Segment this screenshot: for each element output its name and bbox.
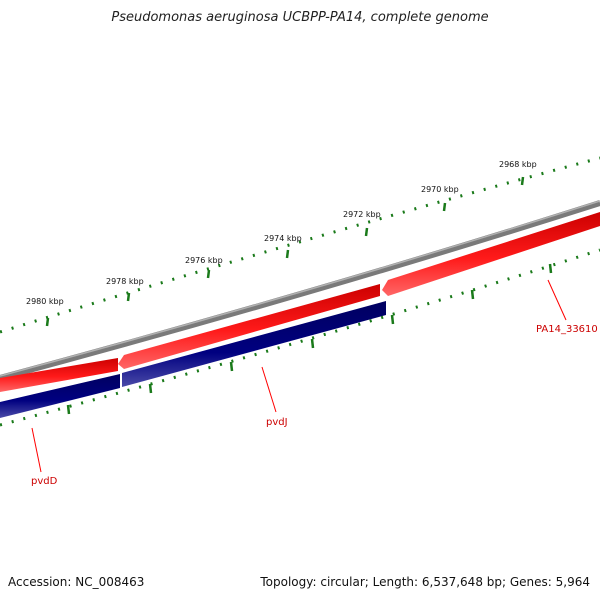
scale-labels: 2968 kbp 2970 kbp 2972 kbp 2974 kbp 2976… [26, 160, 537, 306]
gene-pvdJ-forward[interactable] [118, 284, 380, 369]
major-tick [148, 383, 153, 394]
feature-label[interactable]: pvdJ [266, 417, 288, 428]
gene-pvdD-reverse[interactable] [0, 374, 120, 418]
inner-major-ticks [66, 263, 553, 415]
major-tick [390, 314, 395, 325]
feature-label[interactable]: PA14_33610 [536, 324, 598, 335]
major-tick [470, 289, 475, 300]
genome-backbone [0, 200, 600, 381]
gene-pvdD-forward[interactable] [0, 358, 118, 392]
inner-scale-dots [0, 248, 600, 427]
backbone-highlight [0, 200, 600, 377]
major-tick [45, 317, 50, 327]
callout-line-pvdD [31, 427, 42, 473]
major-tick [548, 263, 553, 274]
scale-label: 2974 kbp [264, 234, 302, 243]
major-tick [66, 404, 71, 415]
major-tick [310, 338, 315, 349]
major-tick [126, 292, 131, 302]
feature-labels: PA14_33610 pvdJ pvdD [31, 324, 598, 487]
callout-line-PA14_33610 [547, 279, 567, 321]
accession-label: Accession: NC_008463 [8, 575, 145, 589]
outer-scale-ring [0, 156, 600, 334]
feature-callouts [31, 279, 567, 473]
inner-scale-ring [0, 248, 600, 427]
major-tick [520, 176, 525, 186]
major-tick [229, 361, 234, 372]
callout-line-pvdJ [261, 366, 277, 413]
scale-label: 2976 kbp [185, 256, 223, 265]
map-title: Pseudomonas aeruginosa UCBPP-PA14, compl… [111, 10, 489, 25]
scale-label: 2972 kbp [343, 210, 381, 219]
scale-label: 2980 kbp [26, 297, 64, 306]
gene-pvdJ-reverse[interactable] [122, 301, 386, 387]
major-tick [285, 249, 290, 259]
gene-PA14_33610[interactable] [382, 212, 600, 296]
major-tick [442, 202, 447, 212]
major-tick [206, 269, 211, 279]
scale-label: 2968 kbp [499, 160, 537, 169]
major-tick [364, 227, 369, 237]
genome-summary: Topology: circular; Length: 6,537,648 bp… [260, 575, 590, 589]
scale-label: 2970 kbp [421, 185, 459, 194]
feature-label[interactable]: pvdD [31, 476, 58, 487]
reverse-strand-genes [0, 301, 386, 418]
forward-strand-genes [0, 212, 600, 392]
scale-label: 2978 kbp [106, 277, 144, 286]
backbone-ring [0, 200, 600, 381]
outer-major-ticks [45, 176, 525, 327]
